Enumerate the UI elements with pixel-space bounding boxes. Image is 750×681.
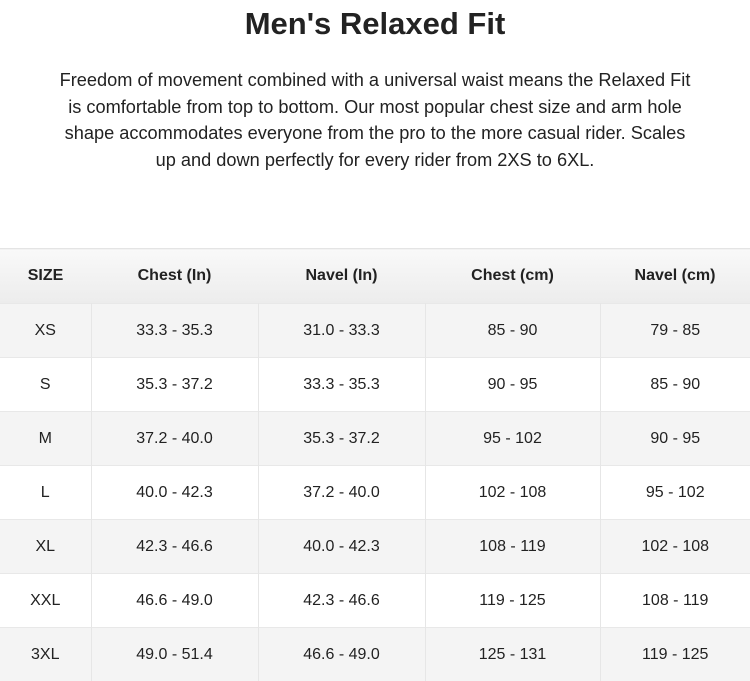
size-chart-table: SIZE Chest (In) Navel (In) Chest (cm) Na… — [0, 248, 750, 681]
header-navel-cm: Navel (cm) — [600, 249, 750, 304]
cell-navel-in: 42.3 - 46.6 — [258, 574, 425, 628]
cell-chest-cm: 95 - 102 — [425, 412, 600, 466]
cell-navel-cm: 79 - 85 — [600, 304, 750, 358]
cell-size: M — [0, 412, 91, 466]
cell-navel-cm: 95 - 102 — [600, 466, 750, 520]
cell-chest-cm: 125 - 131 — [425, 628, 600, 681]
header-chest-cm: Chest (cm) — [425, 249, 600, 304]
cell-navel-in: 31.0 - 33.3 — [258, 304, 425, 358]
cell-size: L — [0, 466, 91, 520]
cell-navel-cm: 108 - 119 — [600, 574, 750, 628]
cell-navel-cm: 85 - 90 — [600, 358, 750, 412]
table-header-row: SIZE Chest (In) Navel (In) Chest (cm) Na… — [0, 249, 750, 304]
cell-chest-cm: 119 - 125 — [425, 574, 600, 628]
cell-chest-cm: 102 - 108 — [425, 466, 600, 520]
cell-navel-cm: 102 - 108 — [600, 520, 750, 574]
cell-size: 3XL — [0, 628, 91, 681]
cell-navel-cm: 90 - 95 — [600, 412, 750, 466]
cell-chest-in: 35.3 - 37.2 — [91, 358, 258, 412]
header-size: SIZE — [0, 249, 91, 304]
page-title: Men's Relaxed Fit — [0, 2, 750, 46]
header-chest-in: Chest (In) — [91, 249, 258, 304]
cell-chest-cm: 90 - 95 — [425, 358, 600, 412]
cell-chest-in: 42.3 - 46.6 — [91, 520, 258, 574]
header-navel-in: Navel (In) — [258, 249, 425, 304]
cell-navel-in: 40.0 - 42.3 — [258, 520, 425, 574]
cell-chest-cm: 108 - 119 — [425, 520, 600, 574]
cell-size: XS — [0, 304, 91, 358]
fit-description: Freedom of movement combined with a univ… — [55, 67, 695, 173]
cell-chest-in: 40.0 - 42.3 — [91, 466, 258, 520]
cell-chest-in: 49.0 - 51.4 — [91, 628, 258, 681]
cell-chest-in: 37.2 - 40.0 — [91, 412, 258, 466]
cell-navel-cm: 119 - 125 — [600, 628, 750, 681]
cell-chest-in: 33.3 - 35.3 — [91, 304, 258, 358]
cell-navel-in: 37.2 - 40.0 — [258, 466, 425, 520]
cell-navel-in: 33.3 - 35.3 — [258, 358, 425, 412]
cell-chest-cm: 85 - 90 — [425, 304, 600, 358]
cell-chest-in: 46.6 - 49.0 — [91, 574, 258, 628]
cell-size: XL — [0, 520, 91, 574]
cell-size: S — [0, 358, 91, 412]
cell-navel-in: 46.6 - 49.0 — [258, 628, 425, 681]
cell-navel-in: 35.3 - 37.2 — [258, 412, 425, 466]
cell-size: XXL — [0, 574, 91, 628]
